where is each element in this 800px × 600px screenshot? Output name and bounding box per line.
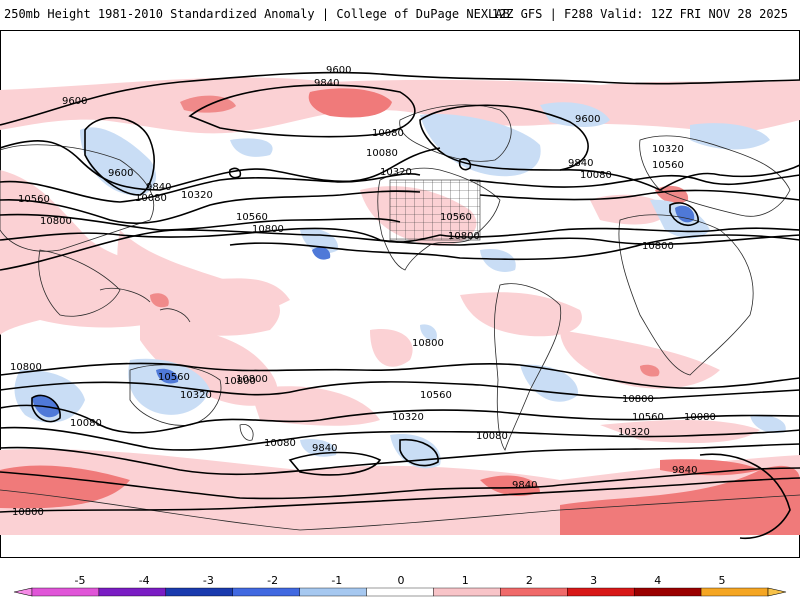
contour-label: 9600 <box>326 65 351 76</box>
colorbar-tick-label: 5 <box>719 574 726 587</box>
contour-label: 10800 <box>12 507 44 518</box>
contour-label: 9840 <box>146 182 171 193</box>
colorbar-segment <box>165 587 233 597</box>
model-run-info: 12Z GFS | F288 Valid: 12Z FRI NOV 28 202… <box>491 7 788 21</box>
contour-label: 10320 <box>380 167 412 178</box>
contour-label: 10800 <box>642 241 674 252</box>
colorbar-ticks: -5 -4 -3 -2 -1 0 1 2 3 4 5 <box>75 574 726 587</box>
contour-label: 10320 <box>392 412 424 423</box>
contour-label: 10560 <box>652 160 684 171</box>
height-contours <box>0 71 800 540</box>
colorbar-tick-label: -3 <box>203 574 214 587</box>
colorbar-segment <box>299 587 367 597</box>
colorbar-high-arrow <box>767 587 787 597</box>
contour-label: 10560 <box>18 194 50 205</box>
contour-label: 10080 <box>372 128 404 139</box>
contour-label: 10320 <box>618 427 650 438</box>
colorbar-tick-label: 0 <box>398 574 405 587</box>
contour-label: 10800 <box>10 362 42 373</box>
contour-label: 9840 <box>512 480 537 491</box>
anomaly-map: 9600 9840 9600 10080 10080 9600 9600 984… <box>0 30 800 558</box>
colorbar-segment <box>232 587 300 597</box>
contour-label: 10080 <box>476 431 508 442</box>
contour-label: 9840 <box>568 158 593 169</box>
contour-label: 9600 <box>108 168 133 179</box>
contour-label: 9840 <box>672 465 697 476</box>
contour-labels: 9600 9840 9600 10080 10080 9600 9600 984… <box>10 65 716 518</box>
contour-label: 10560 <box>420 390 452 401</box>
coastlines <box>0 104 800 531</box>
contour-label: 10560 <box>158 372 190 383</box>
contour-label: 10800 <box>448 231 480 242</box>
colorbar-segment <box>633 587 702 597</box>
contour-label: 9600 <box>62 96 87 107</box>
colorbar-tick-label: 2 <box>526 574 533 587</box>
contour-label: 10080 <box>264 438 296 449</box>
contour-label: 10800 <box>252 224 284 235</box>
contour-label: 10080 <box>684 412 716 423</box>
colorbar-segment <box>433 587 501 597</box>
colorbar-tick-label: 4 <box>654 574 661 587</box>
contour-label: 10560 <box>632 412 664 423</box>
contour-label: 9840 <box>314 78 339 89</box>
colorbar-segment <box>500 587 568 597</box>
colorbar-segment <box>98 587 167 597</box>
contour-label: 10560 <box>440 212 472 223</box>
contour-label: 10080 <box>580 170 612 181</box>
colorbar-tick-label: -1 <box>331 574 342 587</box>
contour-label: 9840 <box>312 443 337 454</box>
contour-label: 10800 <box>622 394 654 405</box>
anomaly-colorbar: -5 -4 -3 -2 -1 0 1 2 3 4 5 <box>13 574 787 597</box>
colorbar-tick-label: -4 <box>139 574 150 587</box>
contour-label: 10320 <box>180 390 212 401</box>
contour-label: 10800 <box>40 216 72 227</box>
contour-label: 10800 <box>236 374 268 385</box>
colorbar-segment <box>567 587 635 597</box>
colorbar-segment <box>31 587 100 597</box>
colorbar-segment <box>700 587 769 597</box>
contour-label: 10080 <box>366 148 398 159</box>
contour-label: 9600 <box>575 114 600 125</box>
colorbar-tick-label: -5 <box>75 574 86 587</box>
contour-label: 10800 <box>412 338 444 349</box>
contour-label: 10320 <box>181 190 213 201</box>
contour-label: 10080 <box>70 418 102 429</box>
colorbar-low-arrow <box>13 587 33 597</box>
contour-label: 10560 <box>236 212 268 223</box>
map-title: 250mb Height 1981-2010 Standardized Anom… <box>4 7 510 21</box>
contour-label: 10800 <box>224 376 256 387</box>
colorbar-tick-label: -2 <box>267 574 278 587</box>
colorbar-segments <box>13 587 787 597</box>
colorbar-tick-label: 3 <box>590 574 597 587</box>
contour-label: 10320 <box>652 144 684 155</box>
colorbar-segment <box>366 587 434 597</box>
colorbar-tick-label: 1 <box>462 574 469 587</box>
contour-label: 10080 <box>135 193 167 204</box>
